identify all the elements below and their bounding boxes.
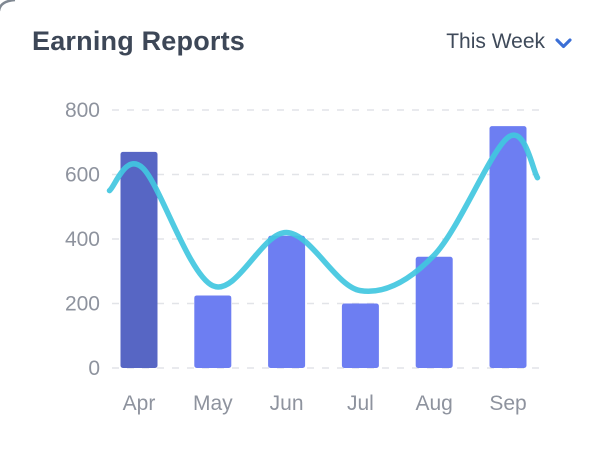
chevron-down-icon — [555, 37, 572, 49]
x-axis-label-aug: Aug — [416, 392, 453, 415]
period-dropdown-label: This Week — [446, 29, 545, 53]
x-axis-label-jun: Jun — [270, 392, 304, 415]
y-axis-label-600: 600 — [65, 164, 100, 187]
card-corner-artifact — [0, 0, 16, 12]
y-axis-label-0: 0 — [88, 357, 100, 380]
bar-sep — [489, 126, 527, 368]
bar-jun — [268, 235, 306, 368]
page-title: Earning Reports — [32, 26, 246, 56]
bar-apr — [120, 151, 158, 368]
y-axis-label-200: 200 — [65, 293, 100, 316]
x-axis-label-jul: Jul — [347, 392, 374, 415]
y-axis-label-400: 400 — [65, 228, 100, 251]
bar-jul — [341, 303, 379, 368]
x-axis-label-sep: Sep — [489, 392, 526, 415]
x-axis-label-apr: Apr — [123, 392, 156, 415]
card-header: Earning Reports This Week — [32, 26, 572, 57]
y-axis-label-800: 800 — [65, 99, 100, 122]
period-dropdown[interactable]: This Week — [446, 30, 572, 54]
x-axis-label-may: May — [193, 392, 233, 415]
trend-line — [106, 132, 541, 294]
bar-aug — [415, 256, 453, 368]
bar-may — [194, 295, 232, 368]
